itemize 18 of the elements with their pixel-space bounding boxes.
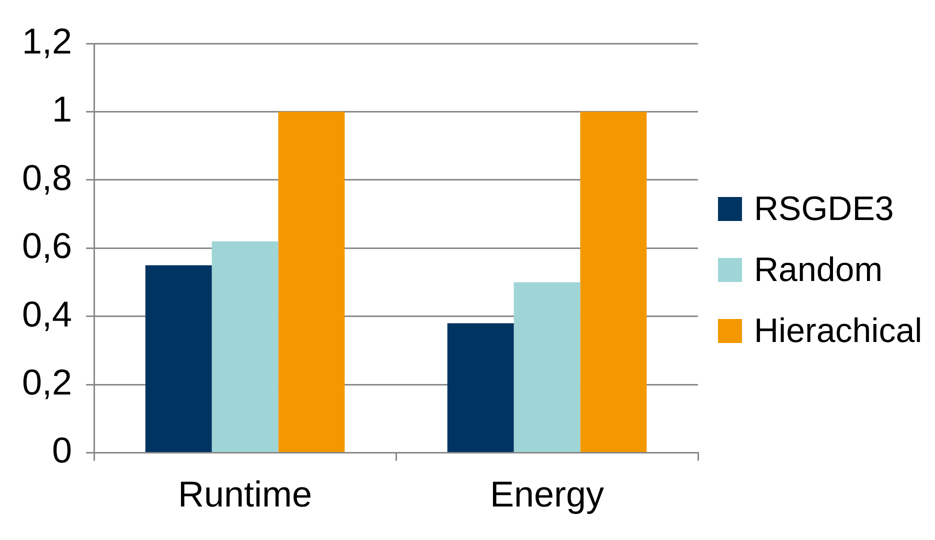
bar bbox=[580, 112, 647, 452]
y-tick-label: 1 bbox=[52, 88, 72, 130]
x-tick-label: Energy bbox=[490, 473, 604, 514]
legend-label: RSGDE3 bbox=[754, 190, 894, 228]
bar bbox=[447, 323, 514, 452]
y-tick-label: 0,4 bbox=[22, 293, 72, 334]
y-tick-label: 0,2 bbox=[22, 362, 72, 403]
y-tick-label: 0,6 bbox=[22, 225, 72, 266]
legend-label: Random bbox=[754, 250, 883, 290]
y-tick-label: 0,8 bbox=[22, 156, 72, 198]
bar bbox=[278, 112, 345, 452]
bar bbox=[212, 241, 278, 452]
bar bbox=[514, 282, 580, 452]
y-tick-label: 0 bbox=[52, 430, 72, 471]
legend-label: Hierachical bbox=[754, 312, 922, 350]
y-tick-label: 1,2 bbox=[22, 20, 72, 62]
x-tick-label: Runtime bbox=[178, 473, 312, 514]
bar bbox=[145, 265, 212, 452]
